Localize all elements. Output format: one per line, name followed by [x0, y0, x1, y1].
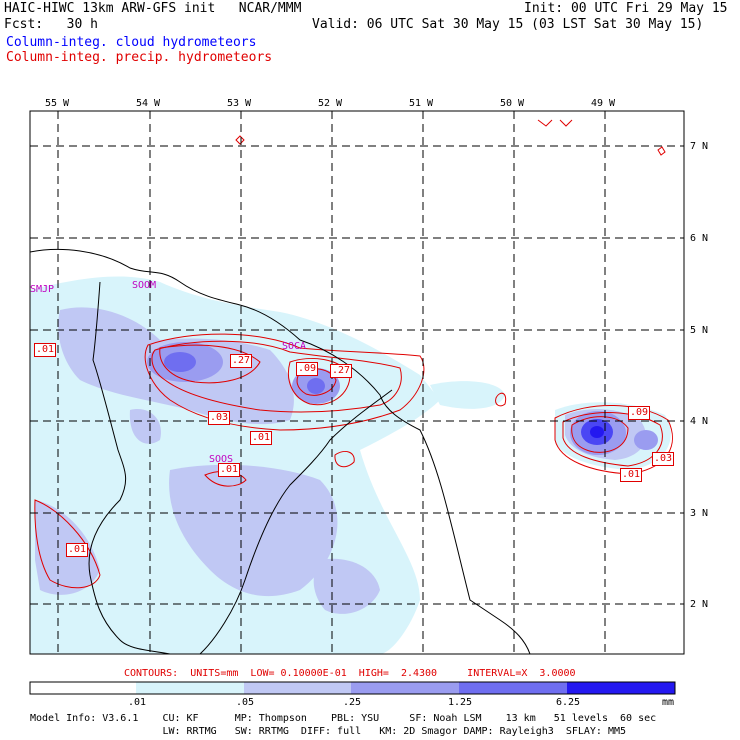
colorbar — [29, 681, 676, 695]
cloud-shade-mid-5 — [129, 409, 161, 444]
precip-contour — [657, 146, 666, 156]
forecast-hour: Fcst: 30 h — [4, 17, 98, 32]
lon-label: 49 W — [591, 98, 616, 109]
colorbar-swatch — [244, 682, 351, 694]
contour-label: .27 — [330, 364, 353, 378]
lon-label: 51 W — [409, 98, 434, 109]
lat-lon-grid — [30, 111, 684, 654]
precip-core-2-inner — [307, 378, 325, 394]
contour-label: .03 — [208, 411, 231, 425]
colorbar-tick: 1.25 — [448, 697, 473, 708]
cloud-shade-light-2 — [430, 381, 505, 409]
contour-label: .01 — [34, 343, 57, 357]
lat-label: 7 N — [690, 141, 709, 152]
colorbar-tick: .25 — [343, 697, 362, 708]
init-time: Init: 00 UTC Fri 29 May 15 — [524, 1, 728, 16]
contour-label: .01 — [250, 431, 273, 445]
colorbar-swatch — [351, 682, 459, 694]
station-label: SOOM — [132, 280, 157, 291]
station-label: SMJP — [30, 284, 55, 295]
precip-core-3-inner — [590, 426, 604, 438]
colorbar-unit: mm — [662, 697, 675, 708]
colorbar-tick: .01 — [128, 697, 147, 708]
precip-contour — [287, 357, 351, 406]
legend-cloud-hydrometeors: Column-integ. cloud hydrometeors — [6, 35, 257, 50]
precip-contours — [34, 119, 673, 589]
lat-label: 5 N — [690, 325, 709, 336]
lon-label: 55 W — [45, 98, 70, 109]
contour-info: CONTOURS: UNITS=mm LOW= 0.10000E-01 HIGH… — [124, 668, 576, 679]
cloud-shade-mid-2 — [169, 464, 338, 597]
model-info-line-2: LW: RRTMG SW: RRTMG DIFF: full KM: 2D Sm… — [30, 726, 627, 737]
precip-contour — [571, 416, 629, 453]
colorbar-tick: .05 — [236, 697, 255, 708]
contour-label: .09 — [628, 406, 651, 420]
precip-contour — [144, 333, 425, 431]
map-frame — [29, 110, 685, 655]
lat-label: 2 N — [690, 599, 709, 610]
precip-contour — [34, 499, 101, 589]
country-border — [88, 281, 171, 654]
map-title: HAIC-HIWC 13km ARW-GFS init NCAR/MMM — [4, 1, 302, 16]
precip-contour — [554, 405, 673, 475]
precip-core-4 — [634, 430, 658, 450]
lat-label: 6 N — [690, 233, 709, 244]
contour-label: .01 — [66, 543, 89, 557]
lon-label: 52 W — [318, 98, 343, 109]
precip-contour — [562, 412, 663, 467]
colorbar-swatch — [136, 682, 244, 694]
lon-label: 54 W — [136, 98, 161, 109]
lat-label: 4 N — [690, 416, 709, 427]
contour-label: .09 — [296, 362, 319, 376]
station-label: SOOS — [209, 454, 234, 465]
station-label: SOCA — [282, 341, 307, 352]
coastline-borders — [30, 248, 531, 654]
valid-time: Valid: 06 UTC Sat 30 May 15 (03 LST Sat … — [312, 17, 704, 32]
precip-contour — [296, 368, 337, 396]
precip-contour — [537, 119, 573, 127]
lat-label: 3 N — [690, 508, 709, 519]
colorbar-tick: 6.25 — [556, 697, 581, 708]
contour-label: .27 — [230, 354, 253, 368]
contour-label: .01 — [218, 463, 241, 477]
lon-label: 53 W — [227, 98, 252, 109]
coastline — [30, 248, 531, 654]
precip-contour — [159, 344, 261, 384]
legend-precip-hydrometeors: Column-integ. precip. hydrometeors — [6, 50, 273, 65]
contour-label: .03 — [652, 452, 675, 466]
cloud-shade-mid-4 — [313, 558, 380, 614]
lon-label: 50 W — [500, 98, 525, 109]
model-info-line-1: Model Info: V3.6.1 CU: KF MP: Thompson P… — [30, 713, 657, 724]
colorbar-frame — [29, 681, 676, 695]
colorbar-swatch — [567, 682, 675, 694]
precip-contour — [495, 392, 507, 407]
country-border — [199, 389, 393, 654]
precip-contour — [235, 135, 245, 145]
precip-contour — [151, 340, 402, 413]
precip-core-1-inner — [164, 352, 196, 372]
contour-label: .01 — [620, 468, 643, 482]
precip-contour — [334, 451, 355, 468]
colorbar-swatch — [459, 682, 567, 694]
colorbar-swatch — [30, 682, 136, 694]
